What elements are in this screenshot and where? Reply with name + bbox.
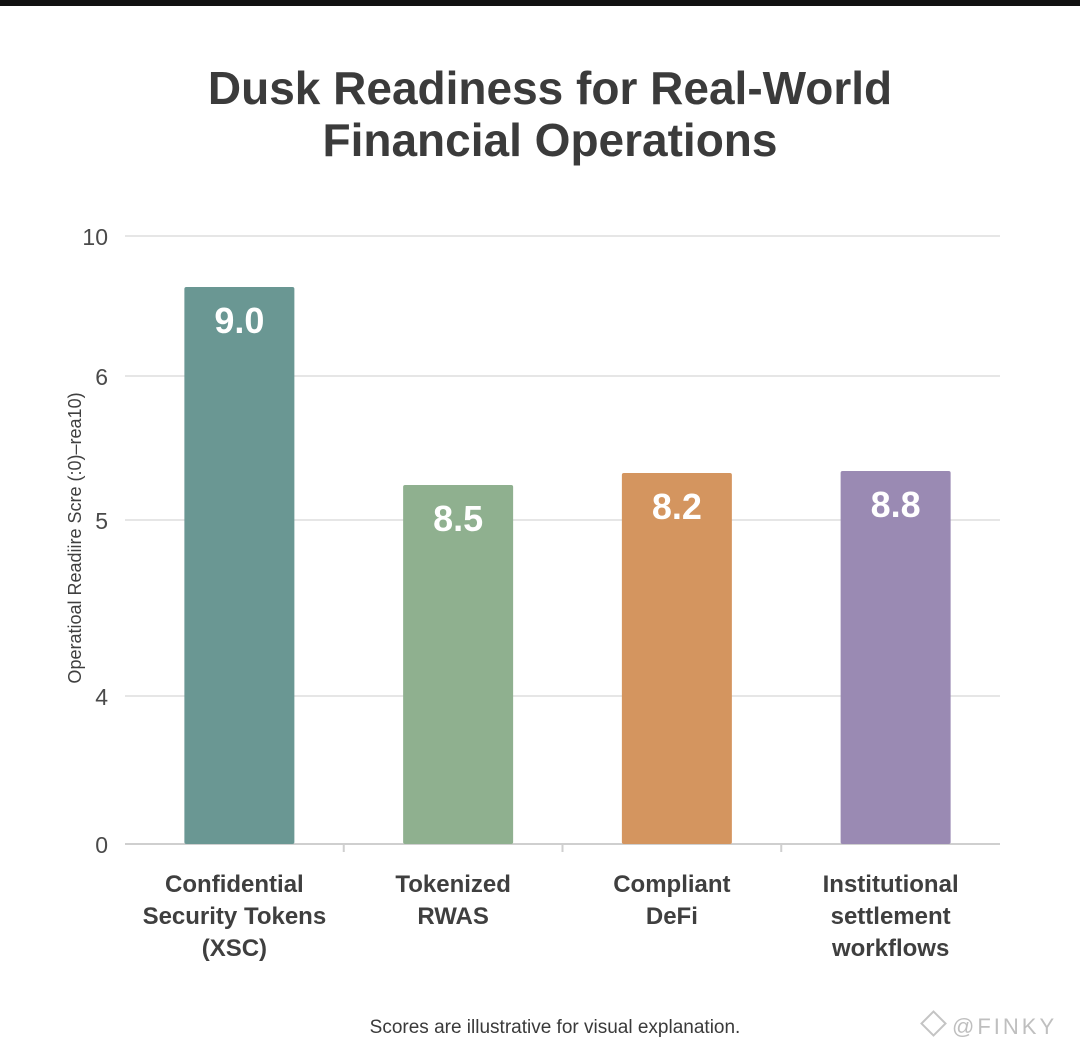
bar-4 [840, 471, 951, 844]
y-axis-title: Operatioal Readiire Scre (:0)–rea10) [65, 392, 85, 683]
x-category-label-2-line-2: RWAS [417, 903, 489, 930]
bar-1 [184, 287, 295, 844]
watermark: @FINKY [920, 1010, 1058, 1040]
binance-diamond-icon [920, 1010, 947, 1037]
y-tick-label-10: 10 [82, 224, 108, 250]
bar-value-label-4: 8.8 [871, 484, 921, 525]
chart-title: Dusk Readiness for Real-World Financial … [140, 62, 960, 166]
footnote: Scores are illustrative for visual expla… [369, 1017, 741, 1038]
bar-2 [403, 485, 514, 844]
x-category-label-1-line-1: Confidential [165, 871, 304, 898]
x-category-label-1-line-3: (XSC) [202, 935, 267, 962]
chart-title-line-1: Dusk Readiness for Real-World [207, 62, 893, 114]
watermark-text: @FINKY [952, 1014, 1058, 1039]
y-tick-label-4: 4 [95, 684, 108, 710]
top-border [0, 0, 1080, 6]
x-category-label-1-line-2: Security Tokens [143, 903, 327, 930]
y-tick-label-0: 0 [95, 832, 108, 858]
chart-title-line-2: Financial Operations [322, 114, 778, 166]
bar-value-label-2: 8.5 [433, 498, 483, 539]
x-category-label-3-line-2: DeFi [646, 903, 698, 930]
x-category-label-3-line-1: Compliant [613, 871, 730, 898]
bar-chart: 10 6 5 4 0 9.0 Confidential Security Tokens (XSC… [65, 224, 1000, 962]
y-tick-label-5: 5 [95, 508, 108, 534]
x-category-label-4-line-1: Institutional [823, 871, 959, 898]
bar-value-label-1: 9.0 [214, 300, 264, 341]
bar-value-label-3: 8.2 [652, 486, 702, 527]
x-category-label-4-line-3: workflows [831, 935, 949, 962]
bar-3 [621, 473, 732, 844]
x-category-label-2-line-1: Tokenized [395, 871, 511, 898]
y-tick-label-6: 6 [95, 364, 108, 390]
x-category-label-4-line-2: settlement [831, 903, 951, 930]
